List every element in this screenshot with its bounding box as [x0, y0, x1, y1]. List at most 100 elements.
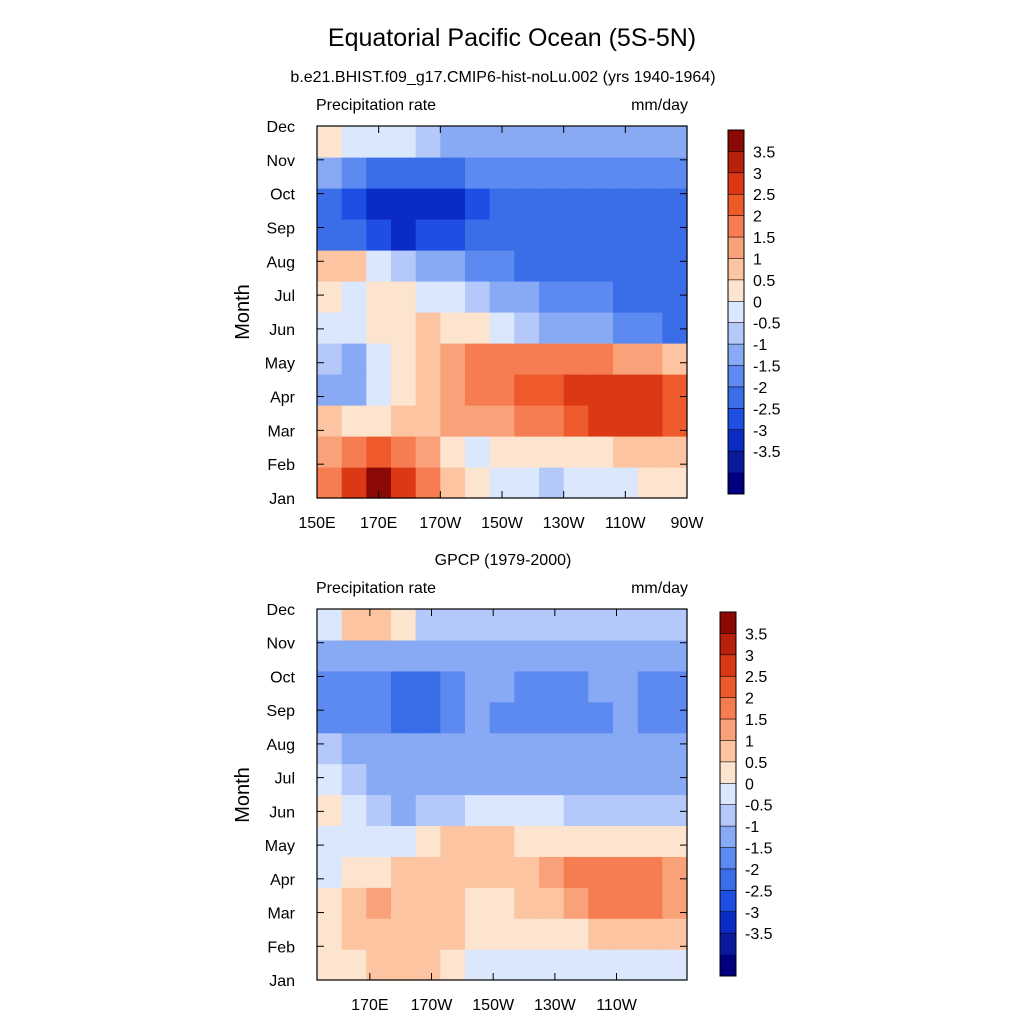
heatmap-cell	[440, 312, 466, 344]
heatmap-cell	[514, 918, 540, 950]
colorbar-label: 1.5	[753, 230, 775, 247]
heatmap-cell	[662, 436, 688, 468]
heatmap-cell	[613, 250, 639, 282]
heatmap-cell	[637, 918, 663, 950]
heatmap-cell	[489, 794, 515, 827]
heatmap-cell	[514, 949, 540, 981]
heatmap-cell	[391, 639, 417, 672]
heatmap-cell	[440, 436, 466, 468]
heatmap-cell	[366, 639, 392, 672]
heatmap-cell	[317, 701, 343, 734]
heatmap-cell	[366, 794, 392, 827]
heatmap-cell	[588, 639, 614, 672]
heatmap-cell	[563, 219, 589, 251]
heatmap-cell	[391, 467, 417, 499]
heatmap-cell	[662, 467, 688, 499]
heatmap-cell	[465, 794, 491, 827]
heatmap-cell	[613, 670, 639, 703]
heatmap-cell	[341, 405, 367, 437]
heatmap-cell	[341, 436, 367, 468]
heatmap-cell	[415, 126, 441, 158]
heatmap-cell	[317, 219, 343, 251]
heatmap-cell	[539, 887, 565, 919]
heatmap-cell	[317, 670, 343, 703]
heatmap-cell	[391, 436, 417, 468]
heatmap-cell	[588, 405, 614, 437]
colorbar-label: 2.5	[753, 187, 775, 204]
heatmap-cell	[489, 856, 515, 888]
heatmap-cell	[539, 918, 565, 950]
colorbar-swatch	[720, 740, 736, 763]
heatmap-cell	[514, 405, 540, 437]
heatmap-cell	[563, 856, 589, 888]
panel-bottom-colorbar: 3.5 3 2.5 2 1.5 1 0.5 0 -0.5 -1 -1.5 -2 -2.5 -3 -3.5	[719, 611, 773, 977]
panel-bottom-frame	[316, 608, 688, 981]
heatmap-cell	[662, 794, 688, 827]
heatmap-cell	[415, 219, 441, 251]
heatmap-cell	[317, 281, 343, 313]
colorbar-swatch	[728, 301, 744, 324]
heatmap-cell	[662, 701, 688, 734]
heatmap-cell	[440, 856, 466, 888]
heatmap-cell	[613, 794, 639, 827]
heatmap-cell	[662, 856, 688, 888]
heatmap-cell	[317, 639, 343, 672]
heatmap-cell	[440, 763, 466, 796]
heatmap-cell	[440, 188, 466, 220]
heatmap-cell	[341, 763, 367, 796]
colorbar-swatch	[720, 719, 736, 741]
heatmap-cell	[637, 763, 663, 796]
y-tick-label: Aug	[267, 737, 295, 754]
heatmap-cell	[341, 794, 367, 827]
y-tick-label: Aug	[267, 254, 295, 271]
heatmap-cell	[588, 918, 614, 950]
colorbar-swatch	[728, 258, 744, 281]
heatmap-cell	[588, 374, 614, 406]
heatmap-cell	[637, 219, 663, 251]
heatmap-cell	[341, 126, 367, 158]
heatmap-cell	[489, 405, 515, 437]
heatmap-cell	[489, 763, 515, 796]
colorbar-label: 1.5	[745, 712, 767, 729]
heatmap-cell	[514, 467, 540, 499]
heatmap-cell	[317, 856, 343, 888]
heatmap-cell	[465, 732, 491, 765]
heatmap-cell	[317, 374, 343, 406]
colorbar-swatch	[720, 890, 736, 913]
heatmap-cell	[317, 763, 343, 796]
colorbar-label: 3.5	[745, 626, 767, 643]
heatmap-cell	[662, 343, 688, 375]
heatmap-cell	[341, 188, 367, 220]
colorbar-swatch	[728, 237, 744, 259]
heatmap-cell	[613, 701, 639, 734]
y-tick-label: Oct	[270, 669, 295, 686]
heatmap-cell	[662, 250, 688, 282]
heatmap-cell	[317, 312, 343, 344]
heatmap-cell	[613, 343, 639, 375]
heatmap-cell	[613, 188, 639, 220]
colorbar-frame	[727, 129, 745, 495]
heatmap-cell	[489, 639, 515, 672]
heatmap-cell	[391, 670, 417, 703]
colorbar-swatch	[720, 676, 736, 699]
heatmap-cell	[440, 343, 466, 375]
heatmap-cell	[440, 467, 466, 499]
panel-bottom-y-axis: Jan Feb Mar Apr May Jun Jul Aug Sep Oct Nov Dec	[265, 602, 687, 990]
heatmap-cell	[514, 250, 540, 282]
heatmap-cell	[588, 856, 614, 888]
heatmap-cell	[440, 918, 466, 950]
heatmap-cell	[514, 219, 540, 251]
heatmap-cell	[415, 374, 441, 406]
heatmap-cell	[514, 639, 540, 672]
colorbar-swatch	[720, 933, 736, 955]
heatmap-cell	[563, 670, 589, 703]
heatmap-cell	[563, 188, 589, 220]
x-tick-label: 90W	[671, 515, 705, 532]
heatmap-cell	[415, 157, 441, 189]
heatmap-cell	[613, 856, 639, 888]
colorbar-swatch	[720, 954, 736, 977]
x-tick-label: 170E	[360, 515, 397, 532]
x-tick-label: 170E	[351, 997, 388, 1014]
heatmap-cell	[391, 405, 417, 437]
heatmap-cell	[563, 701, 589, 734]
